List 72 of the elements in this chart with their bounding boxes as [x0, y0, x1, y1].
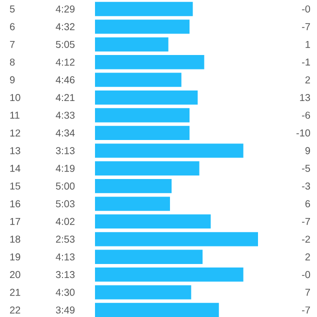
- text: -7: [302, 218, 310, 225]
- y-tick-label: 9: [10, 76, 15, 84]
- y-tick-label: 17: [10, 218, 20, 225]
- y-tick-label: 22: [10, 306, 20, 314]
- text: 1: [306, 40, 310, 48]
- y-tick-label: 15: [10, 182, 20, 190]
- text: -0: [302, 5, 310, 13]
- text: 2:53: [56, 236, 75, 243]
- text: 4:19: [56, 164, 75, 172]
- text: 6: [305, 200, 310, 208]
- y-tick-label: 13: [10, 147, 20, 154]
- bar: [95, 37, 168, 52]
- text: 3:13: [56, 147, 75, 154]
- text: 4:29: [56, 5, 75, 13]
- bar: [95, 285, 192, 300]
- text: 3:13: [56, 271, 75, 278]
- y-tick-label: 19: [10, 253, 20, 260]
- text: -3: [302, 182, 310, 190]
- text: 4:12: [56, 58, 74, 66]
- bar: [95, 214, 211, 229]
- y-tick-label: 20: [10, 271, 20, 278]
- y-tick-label: 11: [10, 112, 20, 119]
- bar: [95, 20, 190, 34]
- y-tick-label: 10: [10, 94, 20, 102]
- text: 4:33: [56, 112, 75, 119]
- text: 9: [305, 147, 310, 154]
- text: 4:46: [56, 76, 75, 84]
- y-tick-label: 6: [10, 23, 15, 30]
- bar: [95, 72, 182, 87]
- bar: [95, 178, 172, 194]
- bar: [95, 144, 244, 158]
- text: 4:13: [56, 253, 75, 260]
- text: 5:00: [56, 182, 75, 190]
- text: 4:30: [56, 288, 75, 296]
- bar: [95, 55, 204, 70]
- text: 2: [305, 253, 310, 260]
- y-tick-label: 21: [10, 288, 20, 296]
- text: -2: [302, 236, 310, 243]
- text: -7: [302, 306, 310, 314]
- bar: [95, 196, 170, 211]
- y-tick-label: 7: [10, 40, 15, 48]
- text: 4:02: [56, 218, 74, 226]
- text: 2: [305, 76, 310, 84]
- bar: [95, 108, 190, 122]
- y-tick-label: 18: [10, 236, 20, 243]
- text: 7: [305, 288, 310, 296]
- text: 13: [300, 94, 310, 102]
- bar: [95, 2, 193, 16]
- text: -7: [302, 23, 310, 30]
- text: 4:21: [56, 94, 75, 102]
- text: -5: [302, 164, 310, 172]
- bar: [95, 126, 190, 140]
- text: 4:34: [56, 129, 75, 136]
- text: 5:03: [56, 200, 75, 208]
- bar: [95, 90, 198, 105]
- y-tick-label: 16: [10, 200, 20, 208]
- text: 4:32: [56, 23, 74, 30]
- y-tick-label: 12: [10, 129, 20, 136]
- text: -1: [302, 58, 310, 66]
- bar: [95, 268, 244, 282]
- text: 3:49: [56, 306, 75, 314]
- bar: [95, 302, 219, 317]
- text: 5:05: [56, 40, 75, 48]
- text: -6: [302, 112, 310, 119]
- y-tick-label: 5: [10, 6, 15, 12]
- bar: [95, 232, 258, 246]
- y-tick-label: 14: [10, 164, 20, 172]
- bar: [95, 250, 203, 264]
- text: -0: [302, 271, 310, 278]
- y-tick-label: 8: [10, 58, 15, 66]
- text: -10: [296, 129, 310, 136]
- bar: [95, 161, 200, 176]
